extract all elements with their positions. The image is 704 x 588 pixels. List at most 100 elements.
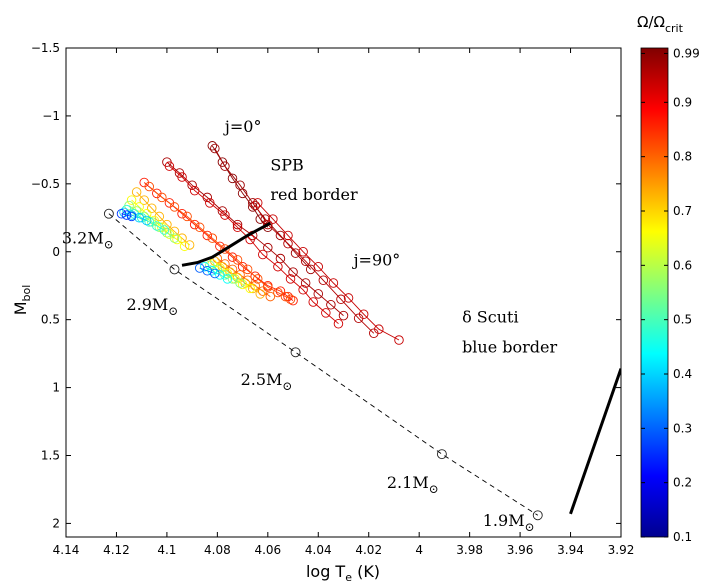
annotation: red border xyxy=(270,185,358,204)
x-axis-label-unit: (K) xyxy=(352,562,380,581)
x-tick-label: 4.14 xyxy=(53,543,80,557)
series-point xyxy=(232,255,243,265)
annotation: blue border xyxy=(462,337,557,356)
series-point xyxy=(179,241,190,252)
y-tick-label: 1 xyxy=(52,381,60,395)
series-line xyxy=(166,161,344,316)
series-line xyxy=(148,186,291,300)
colorbar-title: Ω/Ωcrit xyxy=(637,13,684,35)
colorbar-tick-label: 0.3 xyxy=(673,421,692,435)
x-tick-label: 4.02 xyxy=(355,543,382,557)
series-point xyxy=(394,335,404,345)
x-tick-label: 4.06 xyxy=(254,543,281,557)
series-point xyxy=(162,227,172,238)
series-line xyxy=(214,260,261,295)
annotation: j=90° xyxy=(352,250,401,269)
x-tick-label: 3.92 xyxy=(608,543,635,557)
series-point xyxy=(374,324,384,334)
series-point xyxy=(227,173,238,184)
series-point xyxy=(263,242,273,253)
series-point xyxy=(336,294,346,305)
series-point xyxy=(300,256,311,267)
y-tick-label: −1.5 xyxy=(31,41,60,55)
zams-marker xyxy=(103,208,114,219)
series-point xyxy=(326,299,336,310)
series-track xyxy=(116,208,137,222)
series-point xyxy=(321,308,331,318)
series-point xyxy=(232,222,243,233)
series-point xyxy=(154,222,165,233)
series-point xyxy=(210,143,220,154)
series-point xyxy=(215,241,225,252)
series-point xyxy=(247,198,258,208)
series-point xyxy=(313,289,324,299)
series-point xyxy=(288,267,298,277)
x-tick-label: 4 xyxy=(415,543,423,557)
series-point xyxy=(263,219,273,230)
annotation: j=0° xyxy=(223,117,262,136)
series-point xyxy=(235,278,245,288)
series-point xyxy=(227,252,238,262)
zams-marker xyxy=(290,347,301,358)
series-point xyxy=(141,215,152,226)
mass-label: 2.1M⊙ xyxy=(387,473,439,496)
mass-label: 1.9M⊙ xyxy=(483,511,535,534)
colorbar-tick-label: 0.6 xyxy=(673,258,692,272)
series-point xyxy=(298,285,308,295)
x-axis-label: log Te (K) xyxy=(306,562,380,584)
series-point xyxy=(237,279,248,290)
series-point xyxy=(298,246,308,257)
series-point xyxy=(273,261,283,272)
series-point xyxy=(144,217,154,227)
series-point xyxy=(222,274,233,284)
zams-marker xyxy=(436,449,447,460)
y-tick-label: 0 xyxy=(52,245,60,259)
y-tick-label: −0.5 xyxy=(31,177,60,191)
series-point xyxy=(250,271,260,281)
series-point xyxy=(265,291,276,302)
series-point xyxy=(205,198,215,208)
series-line xyxy=(121,213,132,217)
colorbar-tick-label: 0.9 xyxy=(673,95,692,109)
series-point xyxy=(177,208,187,219)
y-axis-ticks: −1.5 −1 −0.5 0 0.5 1 1.5 2 xyxy=(31,41,621,530)
series-track xyxy=(250,200,379,339)
series-point xyxy=(169,233,180,243)
mass-label: 2.9M⊙ xyxy=(126,295,178,318)
series-line xyxy=(257,202,400,341)
mass-label: 2.5M⊙ xyxy=(241,370,293,393)
series-point xyxy=(182,211,192,222)
series-point xyxy=(210,268,220,279)
zams-dashed-line xyxy=(108,213,539,516)
series-point xyxy=(280,291,291,302)
series-line xyxy=(199,267,215,274)
x-axis-ticks: 4.14 4.12 4.1 4.08 4.06 4.04 4.02 4 3.98 3.96 3.94… xyxy=(53,48,635,557)
x-tick-label: 3.94 xyxy=(557,543,584,557)
series-point xyxy=(147,203,157,214)
series-point xyxy=(202,230,213,241)
series-line xyxy=(128,205,175,239)
series-track xyxy=(252,198,404,345)
mass-labels: 3.2M⊙ 2.9M⊙ 2.5M⊙ 2.1M⊙ 1.9M⊙ xyxy=(62,229,535,535)
series-point xyxy=(136,213,147,223)
series-point xyxy=(258,249,268,260)
series-point xyxy=(232,219,243,230)
series-point xyxy=(164,161,175,171)
zams-markers xyxy=(103,208,543,521)
series-point xyxy=(242,264,253,275)
x-tick-label: 4.12 xyxy=(103,543,130,557)
annotation: δ Scuti xyxy=(462,307,519,326)
series-point xyxy=(300,278,311,288)
series-track xyxy=(144,181,296,305)
series-point xyxy=(159,225,170,235)
series-point xyxy=(207,141,218,151)
series-point xyxy=(255,289,265,299)
series-point xyxy=(152,221,162,231)
series-track xyxy=(124,200,180,243)
x-tick-label: 4.1 xyxy=(157,543,176,557)
series-point xyxy=(116,208,127,219)
series-point xyxy=(245,283,255,294)
colorbar-tick-label: 0.2 xyxy=(673,476,692,490)
x-tick-label: 3.98 xyxy=(456,543,483,557)
series-point xyxy=(285,274,296,284)
